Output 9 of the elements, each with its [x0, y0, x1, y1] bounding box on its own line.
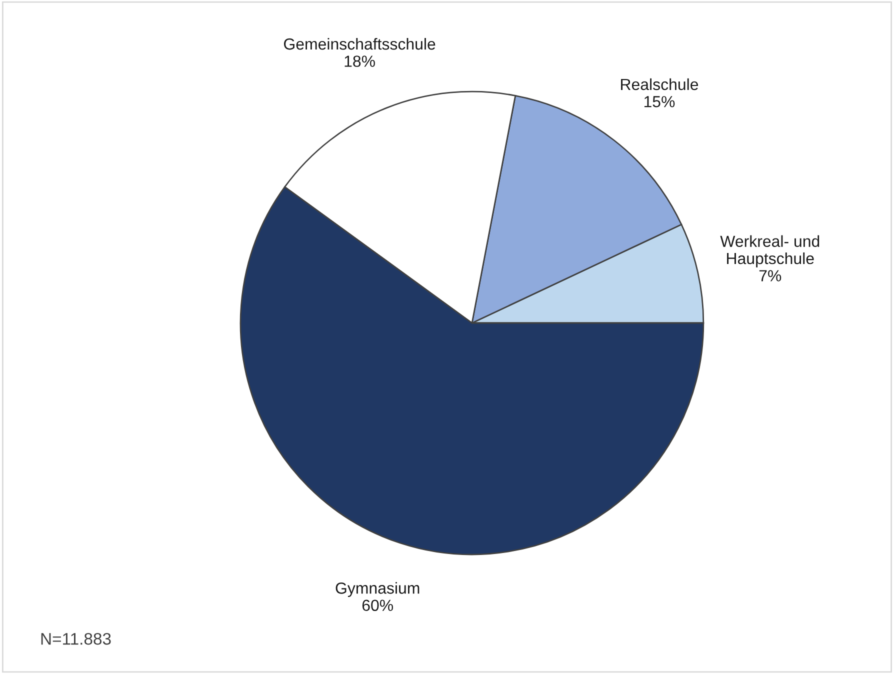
data-label: 15% — [644, 96, 675, 108]
slice-label: Gemeinschaftsschule — [284, 38, 436, 50]
data-label: 60% — [362, 600, 394, 612]
slice-label: Werkreal- und Hauptschule — [720, 235, 820, 268]
data-label: 18% — [344, 56, 375, 67]
data-label: 7% — [759, 270, 782, 282]
slice-label: Realschule — [621, 78, 698, 90]
slice-label: Gymnasium — [336, 582, 420, 597]
text: N=11.883 — [41, 632, 111, 645]
